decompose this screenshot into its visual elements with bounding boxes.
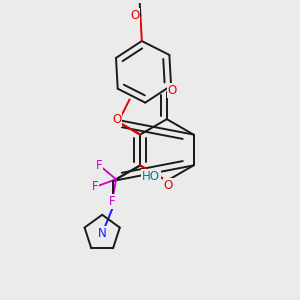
Text: O: O bbox=[130, 9, 140, 22]
Text: N: N bbox=[98, 227, 106, 240]
Text: F: F bbox=[109, 195, 116, 208]
Text: O: O bbox=[112, 112, 122, 126]
Text: HO: HO bbox=[142, 170, 160, 183]
Text: O: O bbox=[168, 84, 177, 97]
Text: O: O bbox=[164, 179, 173, 192]
Text: F: F bbox=[96, 158, 102, 172]
Text: F: F bbox=[92, 180, 98, 194]
